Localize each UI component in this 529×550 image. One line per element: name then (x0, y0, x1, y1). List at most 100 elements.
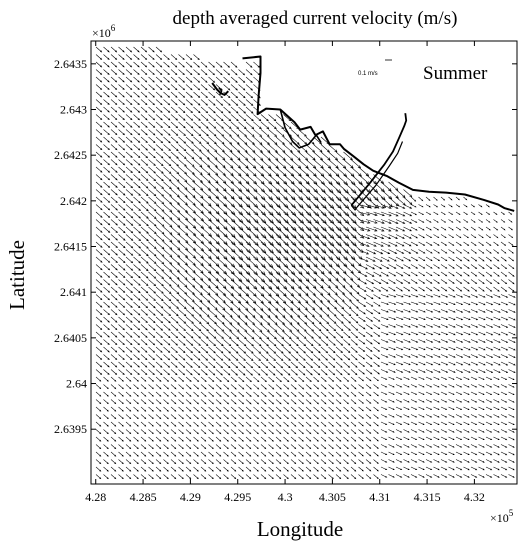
velocity-vector (185, 144, 195, 152)
velocity-vector (163, 91, 171, 98)
velocity-vector (388, 226, 399, 232)
velocity-vector (448, 399, 455, 403)
velocity-vector (320, 466, 327, 472)
velocity-vector (500, 399, 508, 403)
velocity-vector (335, 241, 349, 254)
velocity-vector (268, 384, 275, 390)
velocity-vector (425, 436, 433, 440)
velocity-vector (125, 204, 134, 211)
velocity-vector (268, 369, 276, 376)
velocity-vector (373, 279, 382, 285)
velocity-vector (350, 451, 357, 457)
velocity-vector (140, 234, 149, 242)
velocity-vector (343, 286, 353, 295)
velocity-vector (275, 241, 289, 254)
velocity-vector (148, 84, 155, 91)
velocity-vector (103, 189, 111, 196)
velocity-vector (238, 84, 246, 91)
velocity-vector (395, 391, 403, 395)
velocity-vector (440, 301, 449, 305)
velocity-vector (403, 286, 411, 292)
velocity-vector (163, 174, 172, 182)
velocity-vector (178, 249, 189, 258)
velocity-vector (335, 279, 346, 288)
velocity-vector (193, 436, 199, 442)
velocity-vector (335, 339, 344, 346)
velocity-vector (125, 91, 133, 98)
velocity-vector (148, 99, 155, 106)
velocity-vector (215, 226, 228, 238)
velocity-vector (485, 354, 494, 358)
velocity-vector (485, 264, 493, 270)
velocity-vector (373, 361, 380, 367)
velocity-vector (238, 459, 244, 465)
velocity-vector (425, 279, 433, 284)
velocity-vector (388, 451, 395, 455)
velocity-vector (350, 361, 358, 368)
velocity-vector (485, 324, 494, 328)
velocity-vector (253, 444, 259, 450)
velocity-vector (185, 196, 196, 206)
velocity-vector (140, 286, 149, 294)
velocity-vector (410, 384, 418, 388)
velocity-vector (455, 309, 464, 313)
velocity-vector (470, 324, 479, 328)
velocity-vector (103, 106, 110, 113)
velocity-vector (178, 99, 186, 106)
velocity-vector (230, 69, 238, 76)
velocity-vector (298, 369, 306, 376)
velocity-vector (500, 339, 509, 343)
velocity-vector (148, 159, 156, 167)
velocity-vector (140, 99, 148, 106)
velocity-vector (110, 196, 118, 204)
velocity-vector (125, 421, 132, 427)
velocity-vector (410, 361, 419, 366)
velocity-vector (110, 361, 118, 368)
velocity-vector (493, 339, 501, 343)
velocity-vector (418, 474, 425, 478)
velocity-vector (163, 301, 172, 309)
velocity-vector (343, 234, 357, 247)
velocity-vector (215, 399, 222, 405)
velocity-vector (388, 189, 399, 199)
velocity-vector (268, 346, 277, 354)
velocity-vector (380, 256, 390, 262)
velocity-vector (193, 346, 201, 354)
velocity-vector (178, 294, 187, 302)
velocity-vector (260, 346, 269, 354)
velocity-vector (95, 346, 103, 353)
velocity-vector (395, 324, 404, 328)
velocity-vector (275, 361, 284, 369)
velocity-vector (305, 361, 313, 369)
velocity-vector (185, 286, 195, 295)
velocity-vector (118, 399, 124, 405)
velocity-vector (170, 54, 178, 61)
velocity-vector (358, 459, 364, 464)
velocity-vector (200, 421, 207, 427)
velocity-vector (95, 376, 102, 382)
velocity-vector (365, 219, 378, 224)
breakwater-tip (350, 205, 358, 211)
velocity-vector (335, 204, 350, 217)
velocity-vector (440, 384, 448, 388)
velocity-vector (223, 429, 229, 435)
velocity-vector (110, 61, 118, 68)
velocity-vector (290, 474, 297, 480)
velocity-vector (140, 151, 149, 159)
velocity-vector (140, 391, 147, 397)
velocity-vector (103, 309, 110, 316)
velocity-vector (365, 301, 374, 307)
velocity-vector (103, 421, 109, 427)
velocity-vector (95, 271, 103, 278)
velocity-vector (290, 421, 297, 427)
velocity-vector (200, 414, 207, 420)
velocity-vector (268, 406, 274, 412)
velocity-vector (298, 466, 304, 472)
velocity-vector (148, 286, 157, 294)
velocity-vector (343, 249, 356, 261)
velocity-vector (500, 384, 508, 388)
velocity-vector (463, 459, 470, 463)
velocity-vector (163, 76, 170, 83)
velocity-vector (170, 294, 180, 302)
velocity-vector (485, 316, 494, 321)
